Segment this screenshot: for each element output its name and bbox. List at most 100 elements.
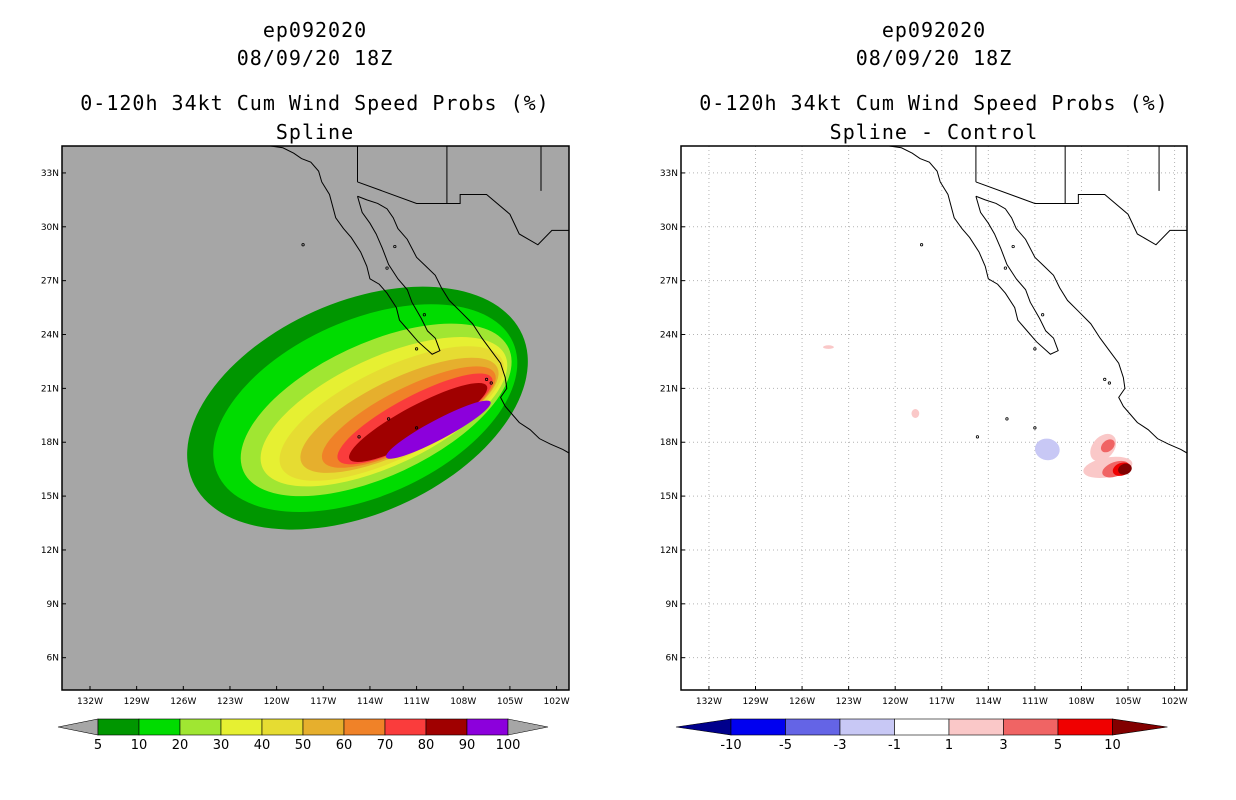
island-3 — [422, 313, 426, 317]
lon-tick-label: 108W — [1068, 697, 1094, 707]
island-2 — [1003, 266, 1007, 270]
coastline-2 — [888, 146, 941, 183]
right-storm-id: ep092020 — [881, 18, 987, 42]
colorbar-label: 50 — [295, 738, 312, 753]
colorbar-label: 40 — [254, 738, 271, 753]
panel-1: 33N 30N 27N 24N 21N 18N 15N 12N 9N 6N 132W 129W 126W… — [41, 145, 570, 753]
lon-tick-label: 126W — [170, 697, 196, 707]
colorbar-under-triangle — [675, 718, 732, 736]
colorbar-cell — [466, 718, 509, 736]
lon-tick-label: 132W — [77, 697, 103, 707]
lat-tick-label: 18N — [41, 438, 59, 448]
island-4 — [1033, 347, 1037, 351]
lat-tick-label: 18N — [660, 438, 678, 448]
colorbar-label: 10 — [1104, 738, 1121, 753]
lon-tick-label: 111W — [404, 697, 430, 707]
island-7 — [357, 435, 361, 439]
lat-tick-label: 9N — [666, 600, 678, 610]
left-storm-id: ep092020 — [262, 18, 368, 42]
colorbar-label: 30 — [213, 738, 230, 753]
colorbar: -10 -5 -3 -1 1 3 5 10 — [675, 718, 1168, 753]
lon-tick-label: 114W — [357, 697, 383, 707]
colorbar-cell — [839, 718, 895, 736]
contour-80-8 — [349, 382, 488, 462]
colorbar-label: 20 — [172, 738, 189, 753]
colorbar-under-triangle — [57, 718, 99, 736]
colorbar-label: 70 — [377, 738, 394, 753]
colorbar-label: 80 — [418, 738, 435, 753]
colorbar-label: 60 — [336, 738, 353, 753]
left-chart-subtitle: Spline — [275, 120, 355, 144]
left-datetime: 08/09/20 18Z — [236, 46, 394, 70]
contour-3-3 — [1100, 439, 1115, 453]
lon-tick-label: 123W — [836, 697, 862, 707]
right-chart-subtitle: Spline - Control — [829, 120, 1039, 144]
lat-tick-label: 27N — [660, 277, 678, 287]
coastline-1 — [975, 195, 1187, 454]
colorbar-label: -10 — [720, 738, 741, 753]
lat-tick-label: 24N — [41, 331, 59, 341]
plot-area — [681, 146, 1187, 690]
lon-tick-label: 117W — [929, 697, 955, 707]
colorbar-label: 100 — [496, 738, 521, 753]
lon-tick-label: 114W — [975, 697, 1001, 707]
plot-frame — [680, 145, 1188, 691]
colorbar-cell — [261, 718, 304, 736]
lon-tick-label: 126W — [789, 697, 815, 707]
lon-tick-label: 117W — [310, 697, 336, 707]
colorbar-label: 5 — [94, 738, 102, 753]
island-8 — [1033, 426, 1037, 430]
coastline-0 — [321, 181, 441, 355]
colorbar-over-triangle — [1112, 718, 1168, 736]
colorbar-cell — [785, 718, 841, 736]
lat-tick-label: 12N — [41, 546, 59, 556]
lon-tick-label: 120W — [264, 697, 290, 707]
lat-tick-label: 30N — [660, 223, 678, 233]
coastline-3 — [975, 181, 1187, 246]
colorbar-cell — [425, 718, 468, 736]
colorbar-label: 3 — [999, 738, 1007, 753]
lon-tick-label: 105W — [1115, 697, 1141, 707]
colorbar-label: -5 — [779, 738, 792, 753]
coastline-1 — [357, 195, 569, 454]
lon-tick-label: 129W — [742, 697, 768, 707]
island-5 — [1103, 377, 1107, 381]
lat-tick-label: 6N — [666, 654, 678, 664]
island-9 — [1005, 417, 1009, 421]
island-4 — [414, 347, 419, 351]
colorbar-cell — [384, 718, 427, 736]
island-0 — [919, 243, 924, 247]
colorbar-cell — [894, 718, 950, 736]
lat-tick-label: 21N — [41, 384, 59, 394]
lon-tick-label: 108W — [450, 697, 476, 707]
lat-tick-label: 15N — [660, 492, 678, 502]
island-8 — [414, 426, 419, 430]
colorbar: 5 10 20 30 40 50 60 70 80 90 100 — [57, 718, 549, 753]
colorbar-cell — [1057, 718, 1113, 736]
colorbar-cell — [97, 718, 140, 736]
lat-tick-label: 12N — [660, 546, 678, 556]
lat-tick-label: 30N — [41, 223, 59, 233]
lat-tick-label: 33N — [41, 169, 59, 179]
colorbar-cell — [302, 718, 345, 736]
coastline-2 — [270, 146, 323, 183]
island-5 — [484, 377, 489, 381]
colorbar-cell — [730, 718, 786, 736]
island-0 — [301, 243, 305, 247]
colorbar-label: 90 — [459, 738, 476, 753]
island-6 — [489, 381, 493, 385]
lat-tick-label: 24N — [660, 331, 678, 341]
colorbar-cell — [138, 718, 181, 736]
coastline-0 — [939, 181, 1059, 355]
lon-tick-label: 105W — [497, 697, 523, 707]
right-datetime: 08/09/20 18Z — [855, 46, 1013, 70]
island-1 — [393, 244, 397, 249]
island-9 — [386, 417, 391, 421]
lon-tick-label: 129W — [124, 697, 150, 707]
coastline-3 — [357, 181, 569, 246]
right-chart-title: 0-120h 34kt Cum Wind Speed Probs (%) — [699, 91, 1169, 115]
contour-1-7 — [911, 409, 920, 419]
lon-tick-label: 132W — [696, 697, 722, 707]
panel-2: 33N 30N 27N 24N 21N 18N 15N 12N 9N 6N 132W 129W 126W… — [660, 145, 1188, 753]
